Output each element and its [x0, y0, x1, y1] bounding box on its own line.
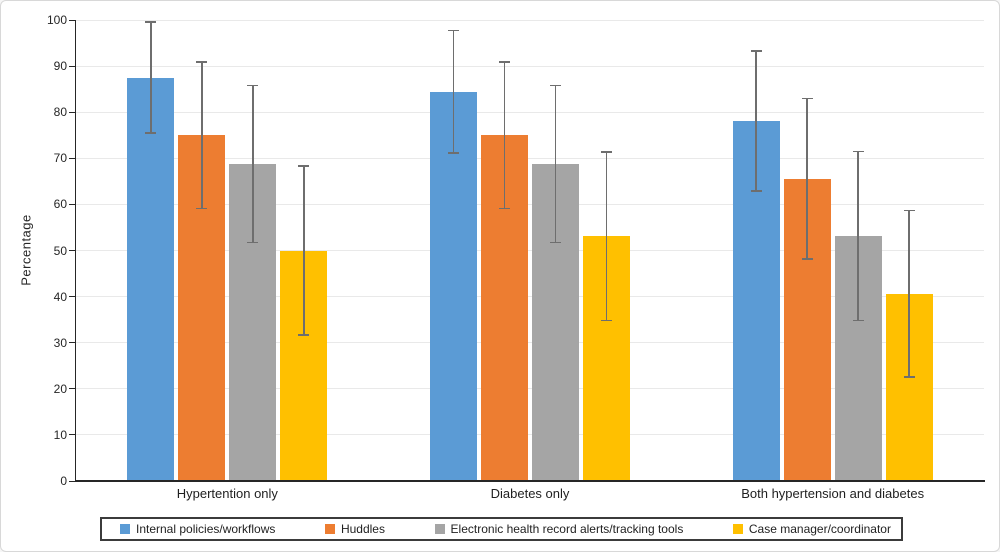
legend-swatch: [434, 524, 445, 534]
error-bar: [452, 30, 455, 154]
error-bar-cap: [448, 29, 459, 32]
legend-item: Internal policies/workflows: [120, 522, 275, 536]
gridline: [76, 19, 984, 21]
error-bar: [503, 61, 506, 209]
y-axis-tick-label: 40: [53, 289, 67, 304]
gridline: [76, 157, 984, 159]
error-bar-cap: [196, 207, 208, 210]
error-bar-cap: [499, 207, 510, 210]
y-axis-tick-label: 20: [53, 381, 67, 396]
legend-label: Case manager/coordinator: [748, 522, 891, 536]
y-axis-tick: [69, 65, 76, 67]
x-axis-category-label: Hypertention only: [176, 486, 278, 501]
gridline: [76, 203, 984, 205]
error-bar-cap: [550, 241, 561, 244]
legend-swatch: [120, 524, 130, 534]
legend-label: Electronic health record alerts/tracking…: [450, 522, 684, 536]
error-bar-cap: [448, 152, 459, 154]
y-axis-tick-label: 10: [53, 427, 67, 442]
error-bar: [605, 151, 608, 321]
error-bar-cap: [601, 151, 612, 153]
y-axis-tick: [69, 342, 76, 344]
error-bar-cap: [801, 97, 813, 100]
error-bar: [303, 166, 305, 335]
error-bar-cap: [903, 376, 915, 378]
y-axis-tick: [69, 296, 76, 298]
gridline: [76, 250, 984, 251]
error-bar: [150, 21, 152, 133]
y-axis-tick-label: 50: [53, 243, 67, 258]
error-bar: [857, 151, 859, 321]
error-bar-cap: [247, 241, 259, 244]
y-axis-tick-labels: 0 10 20 30 40 50 60 70 80 90 100: [19, 13, 67, 488]
error-bar-cap: [852, 319, 864, 322]
error-bar-cap: [499, 61, 510, 63]
gridline: [76, 388, 984, 390]
gridline: [76, 342, 984, 344]
bar: [430, 91, 477, 481]
gridline: [76, 434, 984, 436]
error-bar: [252, 85, 254, 243]
y-axis-tick: [69, 250, 76, 251]
x-axis-line: [74, 480, 985, 482]
legend-item: Electronic health record alerts/tracking…: [434, 522, 684, 536]
error-bar-cap: [196, 61, 208, 63]
error-bar-cap: [550, 84, 561, 87]
y-axis-tick: [69, 111, 76, 113]
error-bar-cap: [601, 319, 612, 322]
y-axis-tick: [69, 480, 76, 482]
x-axis-category-label: Both hypertension and diabetes: [741, 486, 925, 501]
error-bar-cap: [145, 21, 157, 23]
legend-label: Huddles: [340, 522, 385, 536]
legend-swatch: [732, 524, 743, 534]
error-bar-cap: [750, 50, 762, 52]
error-bar-cap: [801, 258, 813, 260]
bar: [127, 77, 175, 481]
error-bar-cap: [903, 209, 915, 212]
error-bar-cap: [247, 84, 259, 87]
y-axis-tick: [69, 203, 76, 205]
error-bar-cap: [298, 165, 310, 167]
plot-area: [69, 19, 984, 482]
error-bar-cap: [750, 190, 762, 192]
error-bar-cap: [852, 150, 864, 153]
y-axis-tick-label: 70: [53, 151, 67, 166]
y-axis-tick-label: 100: [46, 13, 67, 27]
x-axis-category-label: Diabetes only: [490, 486, 570, 501]
gridline: [76, 111, 984, 113]
y-axis-tick: [69, 19, 76, 21]
y-axis-tick-label: 60: [53, 197, 67, 212]
gridline: [76, 296, 984, 298]
x-axis-category-labels: Hypertention only Diabetes only Both hyper…: [76, 485, 984, 505]
legend-label: Internal policies/workflows: [136, 522, 276, 536]
y-axis-tick: [69, 388, 76, 390]
error-bar-cap: [145, 132, 157, 134]
y-axis-tick: [69, 434, 76, 436]
error-bar: [908, 210, 910, 377]
error-bar: [806, 98, 808, 259]
y-axis-tick-label: 0: [60, 474, 67, 488]
legend-item: Case manager/coordinator: [732, 522, 891, 536]
error-bar: [554, 85, 557, 243]
y-axis-tick-label: 80: [53, 105, 67, 120]
y-axis-tick-label: 90: [53, 59, 67, 74]
legend-item: Huddles: [324, 522, 385, 536]
y-axis-tick: [69, 157, 76, 159]
y-axis-tick-label: 30: [53, 335, 67, 350]
legend-swatch: [324, 524, 335, 534]
legend-box: Internal policies/workflows Huddles Electr…: [100, 517, 903, 541]
error-bar-cap: [298, 334, 310, 336]
error-bar: [201, 61, 203, 209]
error-bar: [755, 50, 757, 192]
gridline: [76, 65, 984, 67]
